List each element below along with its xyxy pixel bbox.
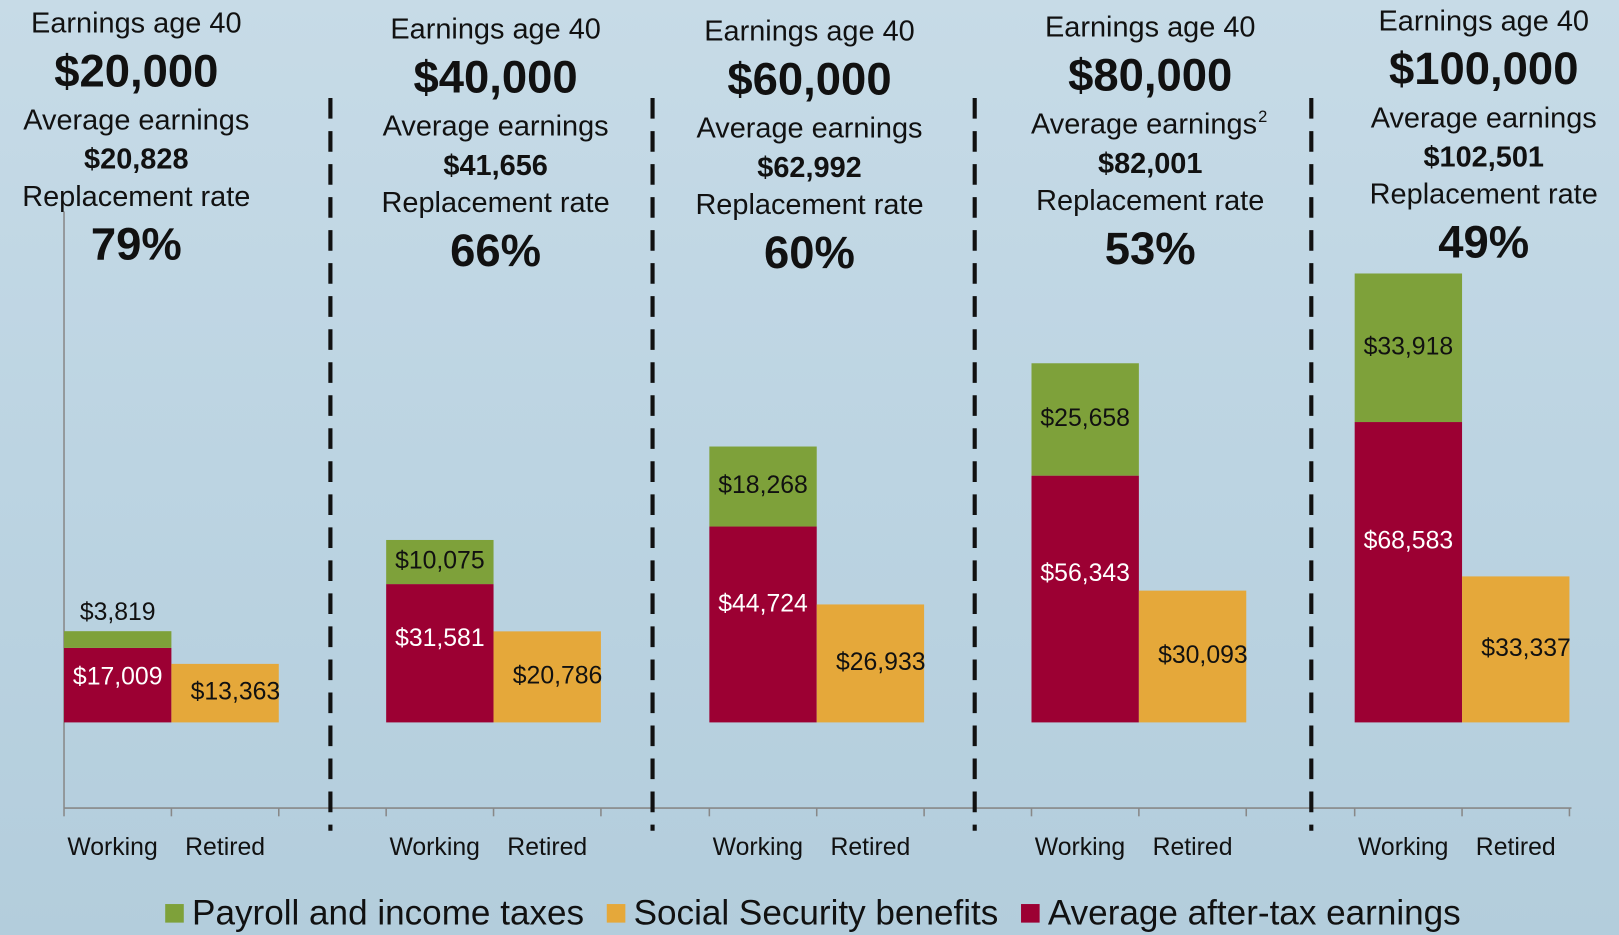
legend-swatch <box>1021 904 1040 923</box>
legend-swatch <box>606 904 626 923</box>
value-label: $44,724 <box>718 590 808 617</box>
legend-label: Payroll and income taxes <box>192 894 584 933</box>
panel-average-label: Average earnings <box>1031 109 1257 141</box>
bar-segment <box>1354 422 1463 723</box>
bar-segment <box>709 446 817 527</box>
panel-earnings: $20,000 <box>54 45 218 96</box>
value-label: $31,581 <box>395 625 485 652</box>
panel-average: $102,501 <box>1423 142 1544 174</box>
panel-earnings-label: Earnings age 40 <box>704 16 914 48</box>
panel-earnings-label: Earnings age 40 <box>31 7 241 39</box>
x-tick-label: Retired <box>830 834 910 861</box>
legend-label: Average after-tax earnings <box>1048 894 1461 933</box>
bar-segment <box>1138 590 1247 723</box>
panel-earnings-label: Earnings age 40 <box>390 14 600 46</box>
panel-average-label: Average earnings <box>697 113 923 145</box>
bar-segment <box>1354 273 1463 423</box>
bar-segment <box>1031 475 1139 723</box>
panel-earnings-label: Earnings age 40 <box>1379 5 1589 37</box>
bar-segment <box>64 631 172 648</box>
value-label: $56,343 <box>1040 560 1130 587</box>
value-label: $68,583 <box>1364 528 1454 555</box>
x-tick-label: Retired <box>185 834 265 861</box>
bar-segment <box>709 526 817 723</box>
x-tick-label: Retired <box>1476 834 1556 861</box>
panel-earnings: $60,000 <box>727 54 891 105</box>
x-tick-label: Working <box>1035 834 1125 861</box>
bar-segment <box>1462 576 1570 723</box>
panel-average: $20,828 <box>84 144 188 176</box>
bar-segment <box>64 647 172 723</box>
value-label: $25,658 <box>1040 405 1130 432</box>
x-tick-label: Retired <box>507 834 587 861</box>
panel-rate-label: Replacement rate <box>1036 185 1264 217</box>
panel-average-label: Average earnings <box>1371 102 1597 134</box>
value-label: $26,933 <box>836 649 926 676</box>
value-label: $10,075 <box>395 548 485 575</box>
panel-average: $82,001 <box>1098 148 1202 180</box>
value-label: $33,337 <box>1481 635 1571 662</box>
x-tick-label: Retired <box>1153 834 1233 861</box>
panel-rate-label: Replacement rate <box>695 189 923 221</box>
value-label: $17,009 <box>73 663 163 690</box>
plot: Earnings age 40 $20,000 Average earnings $2… <box>22 5 1598 932</box>
panel-rate-label: Replacement rate <box>1370 179 1598 211</box>
value-label: $18,268 <box>718 472 808 499</box>
bar-segment <box>1031 363 1139 476</box>
value-label: $13,363 <box>191 679 281 706</box>
value-label: $3,819 <box>80 599 156 626</box>
x-tick-label: Working <box>713 834 803 861</box>
panel-average: $41,656 <box>443 150 547 182</box>
value-label: $33,918 <box>1364 333 1454 360</box>
legend-label: Social Security benefits <box>634 894 999 933</box>
legend-swatch <box>165 904 184 923</box>
panel-rate-label: Replacement rate <box>22 181 250 213</box>
bar-segment <box>816 604 925 723</box>
value-label: $30,093 <box>1158 642 1248 669</box>
panel-average: $62,992 <box>757 152 861 184</box>
panel-earnings: $80,000 <box>1068 49 1232 100</box>
x-tick-label: Working <box>67 834 157 861</box>
panel-average-label: Average earnings <box>383 111 609 143</box>
panel-rate: 66% <box>450 225 541 276</box>
bar-segment <box>386 584 494 723</box>
footnote: 2 <box>1258 108 1267 126</box>
legend: Payroll and income taxes Social Security … <box>165 894 1461 933</box>
panel-earnings: $40,000 <box>414 52 578 103</box>
panel-rate: 49% <box>1438 217 1529 268</box>
panel-average-label: Average earnings <box>23 104 249 136</box>
panel-rate: 79% <box>91 219 182 270</box>
bar-segment <box>171 663 279 723</box>
value-label: $20,786 <box>513 662 603 689</box>
panel-rate-label: Replacement rate <box>382 187 610 219</box>
bar-segment <box>386 539 494 585</box>
x-tick-label: Working <box>1358 834 1448 861</box>
panel-earnings-label: Earnings age 40 <box>1045 12 1255 44</box>
bar-segment <box>493 631 601 723</box>
panel-earnings: $100,000 <box>1389 43 1578 94</box>
panel-rate: 53% <box>1105 223 1196 274</box>
panel-rate: 60% <box>764 227 855 278</box>
x-tick-label: Working <box>389 834 479 861</box>
